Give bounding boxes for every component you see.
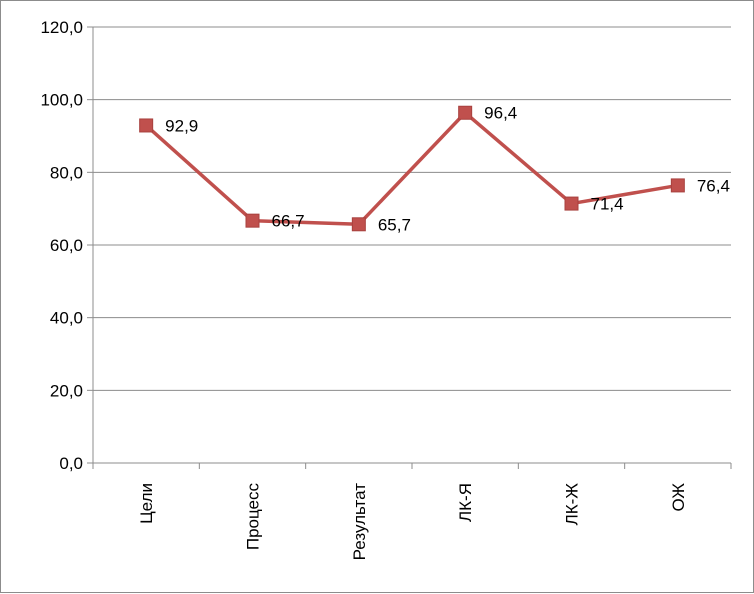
category-label: Результат (350, 483, 369, 561)
category-label: Цели (137, 483, 156, 524)
category-label: ЛК-Я (456, 483, 475, 522)
y-tick-label: 40,0 (50, 309, 83, 328)
y-tick-label: 80,0 (50, 163, 83, 182)
data-point (670, 178, 685, 193)
y-tick-label: 120,0 (40, 18, 83, 37)
data-point (245, 213, 260, 228)
data-point (139, 118, 154, 133)
data-label: 66,7 (272, 212, 305, 231)
y-tick-label: 20,0 (50, 381, 83, 400)
x-tick-labels: Цели Процесс Результат ЛК-Я ЛК-Ж ОЖ (137, 483, 688, 561)
category-label: ЛК-Ж (563, 483, 582, 526)
data-point (458, 105, 473, 120)
y-tick-label: 0,0 (59, 454, 83, 473)
data-label: 71,4 (591, 195, 624, 214)
data-label: 96,4 (484, 104, 517, 123)
data-point (564, 196, 579, 211)
series-group (139, 105, 685, 232)
y-tick-label: 100,0 (40, 91, 83, 110)
category-label: ОЖ (669, 483, 688, 512)
y-tick-label: 60,0 (50, 236, 83, 255)
data-label: 92,9 (165, 116, 198, 135)
category-label: Процесс (244, 483, 263, 551)
series-line (144, 110, 679, 227)
data-labels: 92,9 66,7 65,7 96,4 71,4 76,4 (165, 104, 730, 235)
gridlines (93, 26, 731, 391)
data-point (351, 217, 366, 232)
data-label: 76,4 (697, 176, 730, 195)
data-label: 65,7 (378, 215, 411, 234)
y-tick-labels: 0,0 20,0 40,0 60,0 80,0 100,0 120,0 (40, 18, 83, 473)
axes (87, 26, 732, 469)
